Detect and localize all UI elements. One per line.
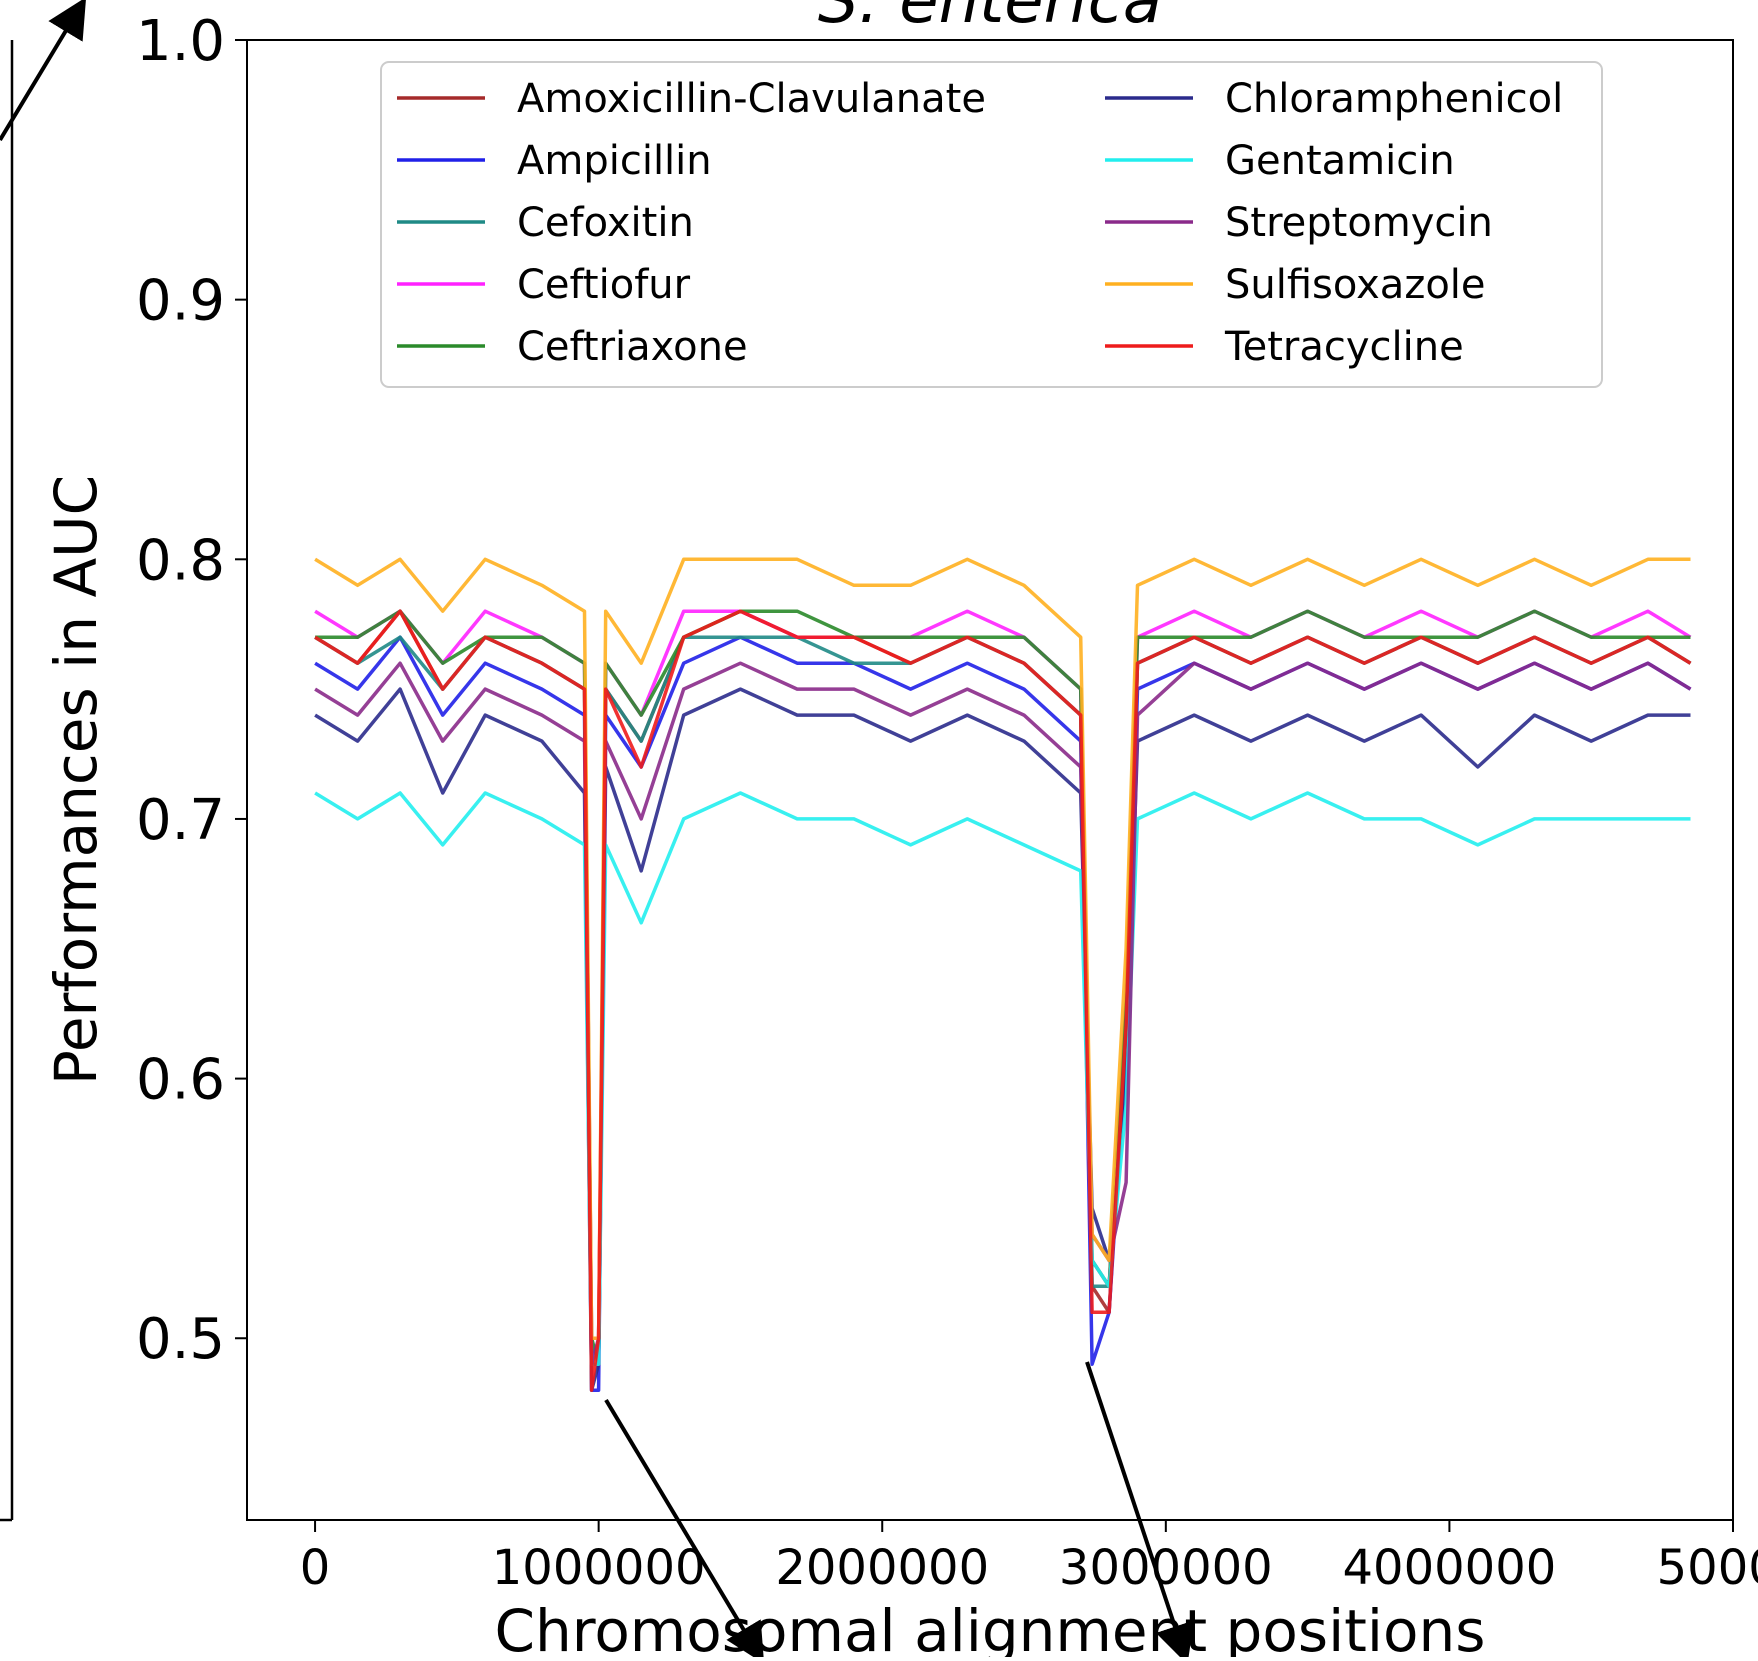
y-tick-label: 0.5: [136, 1307, 225, 1372]
legend-label-0: Amoxicillin-Clavulanate: [517, 76, 986, 122]
legend-label-6: Gentamicin: [1225, 138, 1455, 184]
x-tick-label: 0: [300, 1540, 331, 1596]
legend-label-8: Sulfisoxazole: [1225, 262, 1486, 308]
series-line-1: [314, 635, 1692, 1392]
arrow-dip-1: [604, 1398, 765, 1661]
annotation-arrows: [0, 0, 1194, 1661]
y-tick-label: 0.7: [136, 788, 225, 853]
x-tick-label: 4000000: [1343, 1540, 1557, 1596]
legend-label-4: Ceftriaxone: [517, 324, 748, 370]
y-tick-label: 0.9: [136, 269, 225, 334]
y-axis-label: Performances in AUC: [42, 475, 110, 1085]
y-tick-label: 1.0: [136, 9, 225, 74]
y-tick-label: 0.6: [136, 1048, 225, 1113]
series-line-5: [314, 687, 1691, 1392]
legend-box: [380, 61, 1603, 388]
x-tick-label: 50000: [1657, 1540, 1758, 1596]
series-line-6: [314, 791, 1691, 1366]
y-axis: 0.5 0.6 0.7 0.8 0.9 1.0: [136, 9, 247, 1372]
chart-title: S. enterica: [818, 0, 1162, 38]
series-line-9: [314, 609, 1692, 1392]
series-layer: [314, 557, 1692, 1392]
y-tick-label: 0.8: [136, 528, 225, 593]
arrow-dip-2: [1085, 1361, 1194, 1661]
legend-label-7: Streptomycin: [1225, 200, 1493, 246]
legend-label-5: Chloramphenicol: [1225, 76, 1563, 122]
x-tick-label: 3000000: [1059, 1540, 1273, 1596]
series-line-0: [314, 609, 1692, 1366]
x-tick-label: 1000000: [492, 1540, 706, 1596]
x-axis-label: Chromosomal alignment positions: [494, 1597, 1485, 1657]
legend-label-9: Tetracycline: [1224, 324, 1464, 370]
series-line-2: [314, 635, 1692, 1366]
plot-frame: [246, 39, 1734, 1521]
legend: Amoxicillin-Clavulanate Ampicillin Cefoxit…: [380, 61, 1603, 388]
series-line-3: [314, 609, 1692, 1340]
legend-label-2: Cefoxitin: [517, 200, 694, 246]
legend-label-3: Ceftiofur: [517, 262, 691, 308]
series-line-8: [314, 557, 1691, 1340]
series-line-7: [314, 661, 1692, 1366]
series-line-4: [315, 609, 1691, 1366]
x-tick-label: 2000000: [775, 1540, 989, 1596]
x-axis: 0 1000000 2000000 3000000 4000000 50000: [300, 1520, 1758, 1596]
arrow-top-left: [0, 0, 87, 142]
legend-label-1: Ampicillin: [517, 138, 712, 184]
